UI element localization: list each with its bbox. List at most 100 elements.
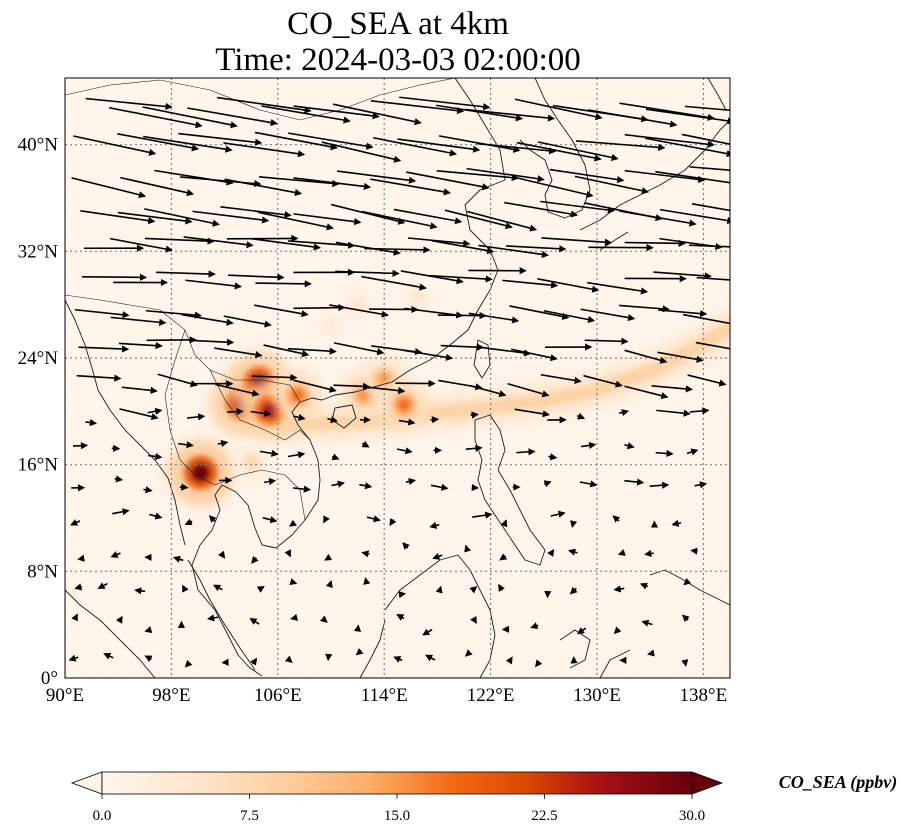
wind-arrow	[430, 483, 449, 491]
wind-arrow	[530, 622, 539, 630]
wind-arrow	[183, 236, 254, 249]
wind-arrow	[576, 627, 587, 635]
wind-arrow	[397, 138, 481, 153]
wind-arrow	[549, 168, 625, 184]
wind-arrow	[651, 385, 694, 393]
wind-arrow	[624, 169, 706, 184]
wind-arrow	[335, 241, 401, 256]
wind-arrow	[613, 626, 622, 635]
wind-arrow	[576, 140, 666, 151]
wind-arrow	[115, 615, 123, 624]
wind-arrow	[145, 309, 202, 319]
wind-arrow	[407, 237, 471, 247]
wind-arrow	[364, 246, 431, 254]
wind-arrow	[393, 208, 463, 225]
plume-hotspot	[353, 300, 362, 310]
wind-arrow	[655, 170, 730, 184]
wind-arrow	[261, 105, 351, 124]
wind-arrow	[144, 208, 220, 227]
wind-arrow	[430, 416, 440, 424]
wind-arrow	[319, 615, 328, 623]
wind-arrow	[284, 549, 292, 558]
wind-arrow	[587, 281, 649, 295]
wind-arrow	[511, 348, 558, 362]
wind-arrow	[262, 516, 278, 524]
wind-arrow	[359, 482, 373, 490]
colorbar: 0.0 7.5 15.0 22.5 30.0 CO_SEA (ppbv)	[70, 771, 897, 824]
wind-arrow	[683, 577, 692, 586]
wind-arrow	[548, 453, 558, 461]
wind-arrow	[329, 304, 389, 318]
wind-arrow	[255, 280, 312, 288]
wind-arrow	[470, 411, 479, 419]
wind-arrow	[504, 201, 579, 218]
wind-arrow	[254, 304, 309, 318]
title-line-2: Time: 2024-03-03 02:00:00	[215, 42, 580, 78]
wind-arrow	[181, 313, 234, 326]
wind-arrow	[514, 408, 550, 418]
wind-arrow	[624, 442, 635, 450]
wind-arrow	[505, 656, 513, 665]
wind-arrow	[148, 452, 163, 461]
lon-tick-label: 130°E	[573, 685, 621, 706]
wind-arrow	[263, 478, 277, 486]
wind-arrow	[464, 544, 472, 553]
wind-arrow	[396, 614, 405, 621]
lon-tick-label: 98°E	[152, 685, 190, 706]
wind-arrow	[192, 210, 270, 224]
wind-arrow	[540, 200, 616, 214]
wind-arrow	[71, 177, 147, 199]
wind-arrow	[263, 344, 310, 358]
colorbar-tick-label: 0.0	[93, 808, 112, 824]
wind-arrow	[149, 512, 163, 520]
wind-arrow	[581, 441, 597, 449]
wind-arrow	[398, 590, 407, 599]
lat-tick-label: 40°N	[18, 135, 59, 156]
plume-hotspot	[413, 293, 422, 303]
wind-arrow	[172, 555, 184, 563]
wind-arrow	[251, 237, 321, 251]
wind-arrow	[227, 408, 244, 416]
colorbar-tick-label: 7.5	[240, 808, 259, 824]
wind-arrow	[157, 373, 198, 388]
wind-arrow	[293, 413, 306, 421]
wind-arrow	[431, 239, 495, 255]
wind-arrow	[478, 244, 550, 258]
wind-arrow	[227, 273, 285, 281]
wind-arrow	[251, 556, 259, 564]
wind-arrow	[293, 485, 312, 493]
wind-arrow	[212, 584, 223, 592]
wind-arrow	[332, 103, 422, 126]
wind-arrow	[550, 510, 566, 518]
wind-arrow	[425, 654, 436, 662]
wind-arrow	[324, 553, 333, 561]
wind-arrow	[466, 167, 545, 183]
wind-arrow	[117, 211, 193, 225]
wind-arrow	[694, 481, 708, 489]
wind-arrow	[223, 315, 272, 328]
wind-arrow	[74, 583, 83, 591]
wind-arrow	[432, 552, 443, 560]
wind-arrow	[337, 170, 417, 184]
coastline-malay-peninsula	[187, 559, 256, 671]
plume-hotspot	[397, 398, 411, 412]
lon-tick-label: 90°E	[46, 685, 84, 706]
wind-arrow	[74, 308, 130, 319]
wind-arrow	[289, 578, 298, 586]
wind-arrow	[479, 346, 532, 357]
wind-arrow	[333, 342, 385, 356]
coastline-philippines	[474, 414, 546, 566]
wind-arrow	[188, 338, 235, 346]
wind-arrow	[184, 518, 193, 526]
plume-hotspot	[246, 457, 257, 467]
lon-tick-label: 138°E	[680, 685, 728, 706]
wind-arrow	[257, 211, 334, 231]
wind-arrow	[568, 548, 578, 556]
wind-arrow	[514, 98, 603, 121]
wind-arrow	[682, 313, 730, 325]
wind-arrow	[325, 580, 333, 589]
wind-arrow	[624, 478, 645, 486]
wind-arrow	[645, 108, 730, 125]
wind-arrow	[658, 309, 708, 318]
wind-arrow	[624, 349, 668, 364]
